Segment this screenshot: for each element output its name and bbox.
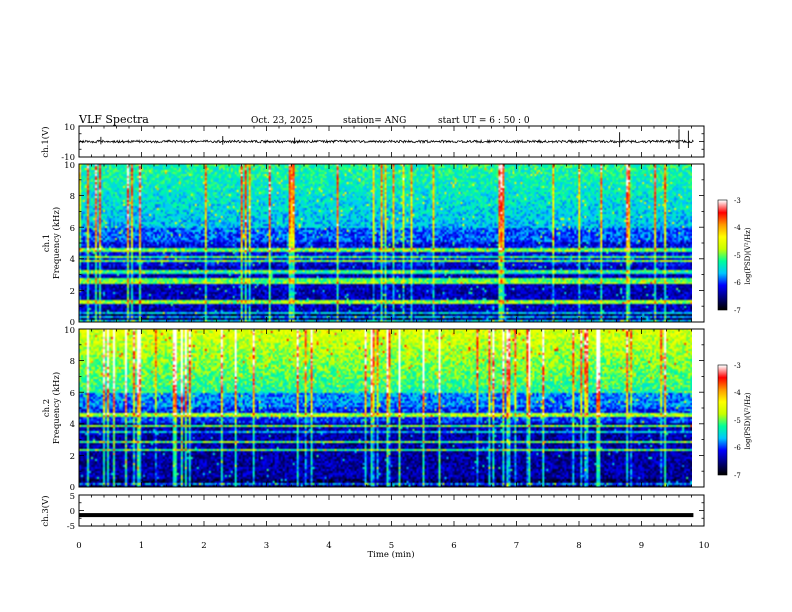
ch1-colorbar-tick-m6: -6 xyxy=(734,279,741,287)
ch2-ytick-10: 10 xyxy=(64,326,75,336)
ch2-colorbar-tick-m6: -6 xyxy=(734,444,741,452)
x-axis-tick-labels: 0 1 2 3 4 5 6 7 8 9 10 xyxy=(76,541,709,551)
ch2-colorbar-frame xyxy=(717,364,728,476)
ch1-ytick-bottom: -10 xyxy=(61,153,75,163)
ch1-spectrogram-image xyxy=(79,164,692,322)
x-tick-label-5: 5 xyxy=(389,541,394,551)
ch1-ytick-top: 10 xyxy=(64,123,75,133)
x-tick-label-3: 3 xyxy=(264,541,269,551)
ch2-colorbar-tick-m3: -3 xyxy=(734,362,741,370)
ch2-spectrogram-yticks: 0 2 4 6 8 10 xyxy=(64,326,75,493)
ch2-colorbar-tick-m5: -5 xyxy=(734,417,741,425)
ch2-colorbar-gradient xyxy=(718,365,727,475)
ch2-ytick-0: 0 xyxy=(70,483,75,493)
header-start-time: start UT = 6 : 50 : 0 xyxy=(438,116,530,126)
ch3-ytick-mid: 0 xyxy=(70,507,75,517)
x-tick-label-7: 7 xyxy=(514,541,519,551)
ch1-colorbar-tick-m4: -4 xyxy=(734,224,741,232)
ch3-waveform-ylabel: ch.3(V) xyxy=(40,495,51,526)
x-tick-label-9: 9 xyxy=(639,541,644,551)
ch1-ytick-6: 6 xyxy=(70,224,75,234)
ch1-colorbar-tick-m7: -7 xyxy=(734,307,741,315)
ch1-ytick-2: 2 xyxy=(70,287,75,297)
ch1-colorbar-frame xyxy=(717,199,728,311)
ch2-spectrogram-image xyxy=(79,329,692,487)
x-tick-label-6: 6 xyxy=(451,541,456,551)
ch1-colorbar-tick-m5: -5 xyxy=(734,252,741,260)
ch1-spectrogram-ylabel: Frequency (kHz) xyxy=(51,207,62,279)
x-tick-label-2: 2 xyxy=(201,541,206,551)
ch1-waveform-trace xyxy=(78,138,694,144)
x-tick-label-4: 4 xyxy=(326,541,331,551)
ch2-ytick-2: 2 xyxy=(70,452,75,462)
ch2-spectrogram-ylabel: Frequency (kHz) xyxy=(51,372,62,444)
ch1-colorbar-label: log(PSD)(V²/Hz) xyxy=(744,227,752,284)
ch2-ytick-6: 6 xyxy=(70,389,75,399)
header-station: station= ANG xyxy=(343,116,406,126)
ch1-ytick-10: 10 xyxy=(64,161,75,171)
ch2-spectrogram-channel-label: ch.2 xyxy=(42,399,52,417)
ch3-waveform-panel: 5 0 -5 ch.3(V) xyxy=(40,492,705,532)
ch1-spectrogram-panel: 0 2 4 6 8 10 ch.1 Frequency (kHz) -3 -4 … xyxy=(42,161,752,328)
ch1-waveform-spikes xyxy=(100,129,689,149)
ch1-spectrogram-yticks: 0 2 4 6 8 10 xyxy=(64,161,75,328)
ch2-ytick-8: 8 xyxy=(70,357,75,367)
x-tick-label-8: 8 xyxy=(576,541,581,551)
ch1-spectrogram-channel-label: ch.1 xyxy=(42,234,52,252)
ch2-colorbar-tick-m7: -7 xyxy=(734,472,741,480)
figure-title: VLF Spectra xyxy=(78,113,149,126)
x-tick-label-10: 10 xyxy=(699,541,710,551)
ch3-waveform-trace xyxy=(79,513,694,518)
x-axis-label: Time (min) xyxy=(367,549,414,560)
ch1-ytick-4: 4 xyxy=(70,255,75,265)
ch1-waveform-panel: 10 -10 ch.1(V) xyxy=(40,123,705,163)
ch2-colorbar-tick-m4: -4 xyxy=(734,389,741,397)
ch3-waveform-background xyxy=(79,495,704,526)
ch1-waveform-ylabel: ch.1(V) xyxy=(40,126,51,157)
x-tick-label-1: 1 xyxy=(139,541,144,551)
ch1-ytick-0: 0 xyxy=(70,318,75,328)
ch3-ytick-top: 5 xyxy=(70,492,75,502)
axis-tick-marks xyxy=(78,125,705,527)
ch1-colorbar-gradient xyxy=(718,200,727,310)
ch2-colorbar-label: log(PSD)(V²/Hz) xyxy=(744,392,752,449)
ch1-colorbar-tick-m3: -3 xyxy=(734,197,741,205)
header-date: Oct. 23, 2025 xyxy=(251,116,313,126)
x-tick-label-0: 0 xyxy=(76,541,81,551)
ch3-ytick-bottom: -5 xyxy=(67,522,75,532)
ch2-ytick-4: 4 xyxy=(70,420,75,430)
ch1-ytick-8: 8 xyxy=(70,192,75,202)
ch2-spectrogram-panel: 0 2 4 6 8 10 ch.2 Frequency (kHz) -3 -4 … xyxy=(42,326,752,493)
